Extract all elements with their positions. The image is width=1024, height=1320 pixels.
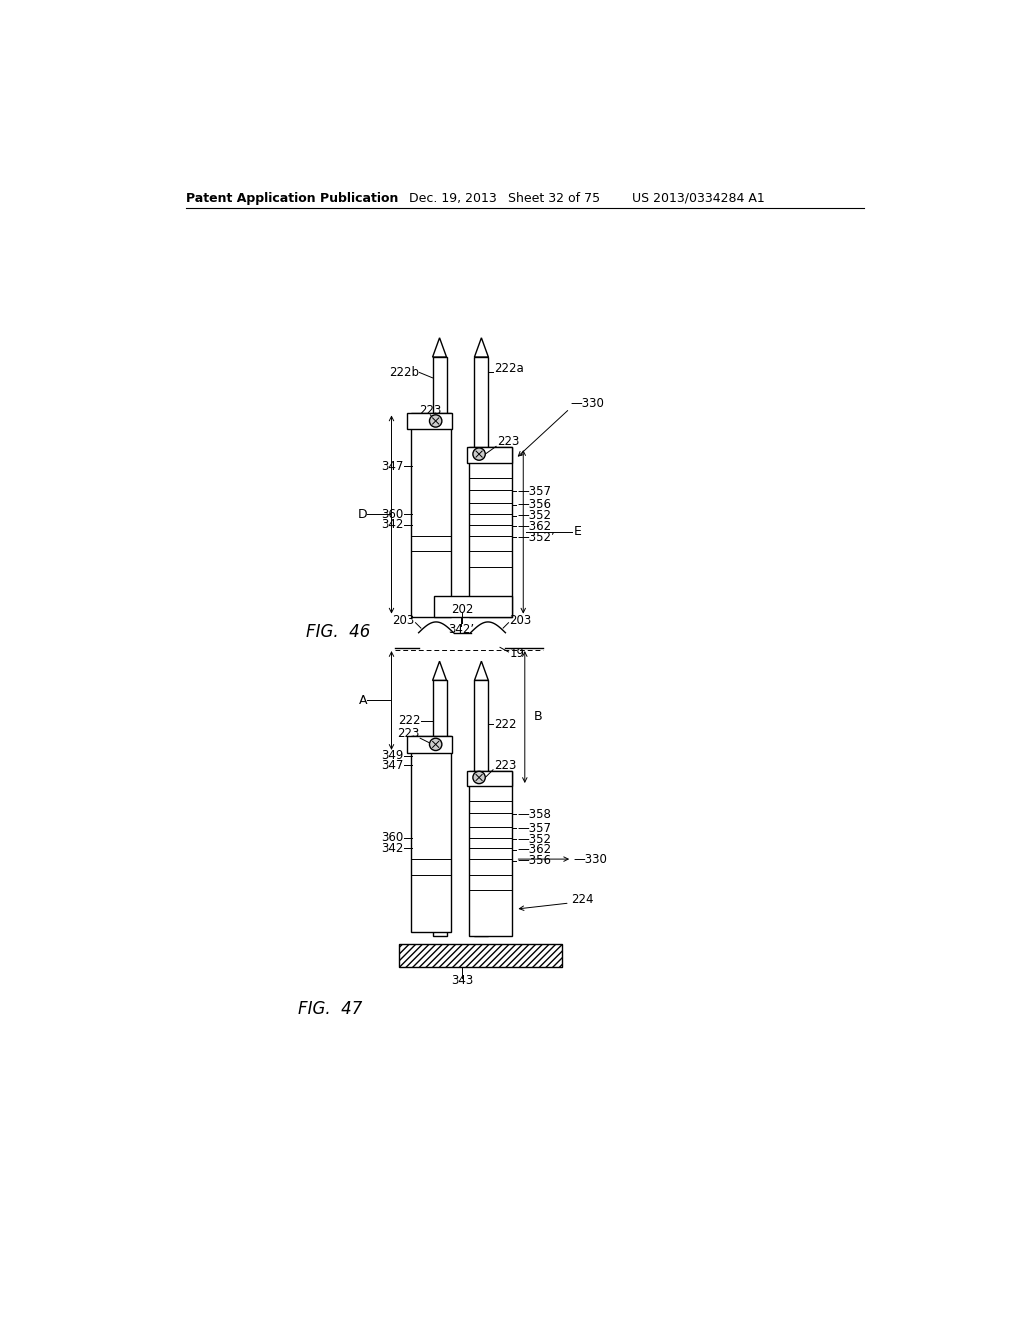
Text: US 2013/0334284 A1: US 2013/0334284 A1 [632, 191, 765, 205]
Bar [407, 412, 452, 429]
Text: Dec. 19, 2013: Dec. 19, 2013 [409, 191, 497, 205]
Text: —352: —352 [517, 510, 551, 523]
Text: 222: 222 [494, 718, 516, 731]
Text: 222: 222 [397, 714, 420, 727]
Text: 360: 360 [381, 832, 403, 843]
Text: —356: —356 [517, 854, 551, 867]
Text: 203: 203 [392, 614, 415, 627]
Text: —352: —352 [517, 833, 551, 846]
Text: 202: 202 [451, 603, 473, 616]
Bar [432, 358, 446, 508]
Bar [467, 771, 512, 785]
Bar [432, 681, 446, 936]
Text: 19: 19 [509, 647, 524, 660]
Bar [434, 595, 512, 616]
Text: 223: 223 [497, 436, 519, 449]
Bar [474, 358, 488, 508]
Text: —362: —362 [517, 520, 551, 533]
Text: 342’: 342’ [449, 623, 474, 636]
Text: 223: 223 [494, 759, 516, 772]
Polygon shape [432, 338, 446, 358]
Text: 343: 343 [451, 974, 473, 987]
Text: —330: —330 [573, 853, 607, 866]
Text: 222a: 222a [494, 362, 523, 375]
Text: 349: 349 [381, 748, 403, 762]
Circle shape [429, 738, 442, 751]
Text: 224: 224 [571, 892, 594, 906]
Text: 360: 360 [381, 508, 403, 520]
Text: 347: 347 [381, 759, 403, 772]
Text: 222b: 222b [389, 366, 419, 379]
Text: 342: 342 [381, 519, 403, 532]
Text: Sheet 32 of 75: Sheet 32 of 75 [508, 191, 600, 205]
Text: —352’: —352’ [517, 531, 555, 544]
Text: 223: 223 [397, 727, 420, 741]
Text: FIG.  47: FIG. 47 [299, 1001, 362, 1018]
Polygon shape [432, 661, 446, 681]
Text: 203: 203 [509, 614, 531, 627]
Text: —357: —357 [517, 822, 551, 834]
Bar [399, 944, 562, 966]
Circle shape [473, 447, 485, 461]
Bar [399, 944, 562, 966]
Text: 342: 342 [381, 842, 403, 855]
Text: E: E [573, 525, 582, 539]
Text: —362: —362 [517, 843, 551, 857]
Circle shape [473, 771, 485, 784]
Bar [474, 681, 488, 936]
Bar [407, 737, 452, 752]
Text: B: B [535, 710, 543, 723]
Text: 347: 347 [381, 459, 403, 473]
Text: —357: —357 [517, 484, 551, 498]
Text: Patent Application Publication: Patent Application Publication [186, 191, 398, 205]
Polygon shape [474, 338, 488, 358]
Text: —358: —358 [517, 808, 551, 821]
Bar [469, 447, 512, 616]
Text: D: D [357, 508, 367, 520]
Text: 223: 223 [419, 404, 441, 417]
Bar [467, 447, 512, 462]
Bar [411, 413, 452, 616]
Text: FIG.  46: FIG. 46 [306, 623, 371, 642]
Bar [411, 737, 452, 932]
Circle shape [429, 414, 442, 428]
Text: A: A [359, 694, 368, 708]
Text: —356: —356 [517, 499, 551, 511]
Bar [469, 771, 512, 936]
Polygon shape [474, 661, 488, 681]
Text: —330: —330 [570, 397, 604, 409]
